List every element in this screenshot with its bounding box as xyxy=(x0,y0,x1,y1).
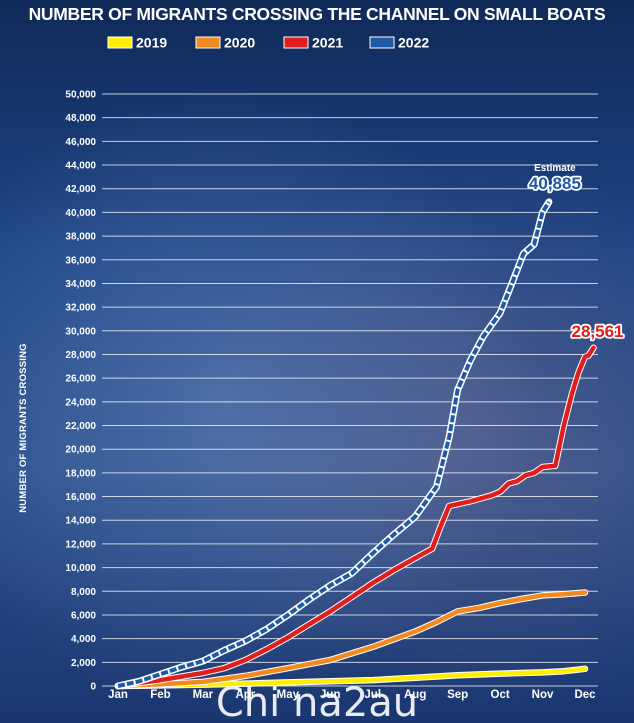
y-tick-label: 36,000 xyxy=(65,255,96,266)
y-axis-label: NUMBER OF MIGRANTS CROSSING xyxy=(18,343,29,513)
y-tick-label: 12,000 xyxy=(65,539,96,550)
x-tick-label: Aug xyxy=(404,689,426,701)
legend-swatch-2022 xyxy=(369,36,395,49)
series-lines xyxy=(114,198,597,690)
x-tick-label: Oct xyxy=(491,689,510,701)
x-tick-label: Mar xyxy=(193,689,214,701)
series-line-2022 xyxy=(117,200,551,688)
y-tick-label: 48,000 xyxy=(65,113,96,124)
chart-title: NUMBER OF MIGRANTS CROSSING THE CHANNEL … xyxy=(29,4,606,24)
y-tick-label: 2,000 xyxy=(71,658,96,669)
x-tick-label: Jun xyxy=(320,689,340,701)
annotation-value-2021: 28,561 xyxy=(571,322,623,341)
x-tick-label: Jan xyxy=(108,689,128,701)
y-axis-ticks: 0 2,000 4,000 6,000 8,000 10,000 12,000 14,000 1… xyxy=(65,90,96,693)
watermark-text: Chi na2au xyxy=(216,680,418,723)
y-tick-label: 28,000 xyxy=(65,350,96,361)
series-line-2022-outline xyxy=(114,198,553,690)
gridlines xyxy=(102,93,598,687)
x-tick-label: May xyxy=(277,689,300,701)
y-tick-label: 50,000 xyxy=(65,90,96,101)
y-tick-label: 20,000 xyxy=(65,445,96,456)
legend-label-2021: 2021 xyxy=(312,35,343,51)
legend-swatch-2019 xyxy=(107,36,133,49)
x-axis-ticks: Jan Feb Mar Apr May Jun Jul Aug Sep Oct Nov Dec xyxy=(108,689,596,701)
y-tick-label: 26,000 xyxy=(65,374,96,385)
series-line-2021 xyxy=(115,345,596,689)
x-tick-label: Apr xyxy=(235,689,255,701)
y-tick-label: 30,000 xyxy=(65,326,96,337)
y-tick-label: 0 xyxy=(90,682,96,693)
legend-swatch-2021 xyxy=(283,36,309,49)
series-line-2021-outline xyxy=(114,344,597,690)
annotation-label: Estimate xyxy=(534,163,576,174)
y-tick-label: 46,000 xyxy=(65,137,96,148)
y-tick-label: 38,000 xyxy=(65,232,96,243)
legend-label-2019: 2019 xyxy=(136,35,167,51)
legend-swatch-2020 xyxy=(195,36,221,49)
legend: 2019 2020 2021 2022 xyxy=(107,35,429,51)
y-tick-label: 4,000 xyxy=(71,634,96,645)
x-tick-label: Dec xyxy=(574,689,596,701)
legend-label-2022: 2022 xyxy=(398,35,429,51)
x-tick-label: Sep xyxy=(447,689,468,701)
x-tick-label: Feb xyxy=(150,689,170,701)
y-tick-label: 10,000 xyxy=(65,563,96,574)
y-tick-label: 8,000 xyxy=(71,587,96,598)
series-line-2020 xyxy=(115,590,588,689)
y-tick-label: 16,000 xyxy=(65,492,96,503)
y-tick-label: 14,000 xyxy=(65,516,96,527)
y-tick-label: 32,000 xyxy=(65,303,96,314)
legend-label-2020: 2020 xyxy=(224,35,255,51)
y-tick-label: 42,000 xyxy=(65,184,96,195)
y-tick-label: 44,000 xyxy=(65,161,96,172)
y-tick-label: 6,000 xyxy=(71,610,96,621)
y-tick-label: 22,000 xyxy=(65,421,96,432)
y-tick-label: 24,000 xyxy=(65,397,96,408)
x-tick-label: Nov xyxy=(532,689,554,701)
y-tick-label: 34,000 xyxy=(65,279,96,290)
x-tick-label: Jul xyxy=(364,689,381,701)
y-tick-label: 18,000 xyxy=(65,468,96,479)
y-tick-label: 40,000 xyxy=(65,208,96,219)
annotation-value-2022: 40,885 xyxy=(529,174,581,193)
